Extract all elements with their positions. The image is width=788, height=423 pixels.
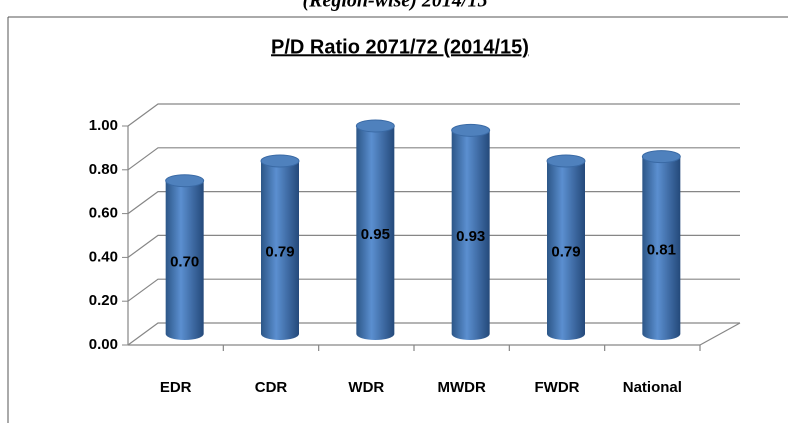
bar-cap bbox=[165, 174, 205, 188]
value-label: 0.79 bbox=[551, 243, 580, 260]
bar bbox=[642, 156, 681, 340]
grid-line bbox=[127, 322, 740, 346]
bar-cap bbox=[641, 150, 681, 164]
y-tick-label: 0.20 bbox=[89, 292, 118, 309]
y-tick-label: 0.40 bbox=[89, 248, 118, 265]
grid-line bbox=[127, 103, 740, 127]
y-tick-label: 0.60 bbox=[89, 205, 118, 222]
y-tick-label: 0.80 bbox=[89, 161, 118, 178]
x-tick-label: MWDR bbox=[438, 379, 486, 396]
y-tick-label: 1.00 bbox=[89, 117, 118, 134]
page-heading: (Region-wise) 2014/15 bbox=[303, 0, 488, 12]
x-tick-label: FWDR bbox=[535, 379, 580, 396]
bar-cap bbox=[355, 119, 395, 133]
value-label: 0.81 bbox=[647, 241, 676, 258]
bar bbox=[356, 125, 395, 340]
grid-line bbox=[127, 147, 740, 171]
bar bbox=[547, 160, 585, 340]
floor-edge bbox=[699, 322, 741, 346]
x-tick-label: CDR bbox=[255, 379, 288, 396]
bar bbox=[261, 160, 299, 340]
grid-line bbox=[127, 278, 740, 302]
chart-title: P/D Ratio 2071/72 (2014/15) bbox=[271, 36, 529, 58]
value-label: 0.79 bbox=[265, 243, 294, 260]
x-tick-label: National bbox=[623, 379, 682, 396]
value-label: 0.95 bbox=[361, 226, 390, 243]
y-tick-label: 0.00 bbox=[89, 336, 118, 353]
grid-line bbox=[127, 191, 740, 215]
bar-cap bbox=[260, 154, 300, 168]
grid-line bbox=[127, 234, 740, 258]
bar-cap bbox=[451, 123, 491, 137]
x-tick-label: EDR bbox=[160, 379, 192, 396]
bar bbox=[451, 130, 490, 340]
value-label: 0.93 bbox=[456, 228, 485, 245]
value-label: 0.70 bbox=[170, 253, 199, 270]
bar bbox=[165, 180, 204, 340]
bar-cap bbox=[546, 154, 586, 168]
x-tick-label: WDR bbox=[348, 379, 384, 396]
